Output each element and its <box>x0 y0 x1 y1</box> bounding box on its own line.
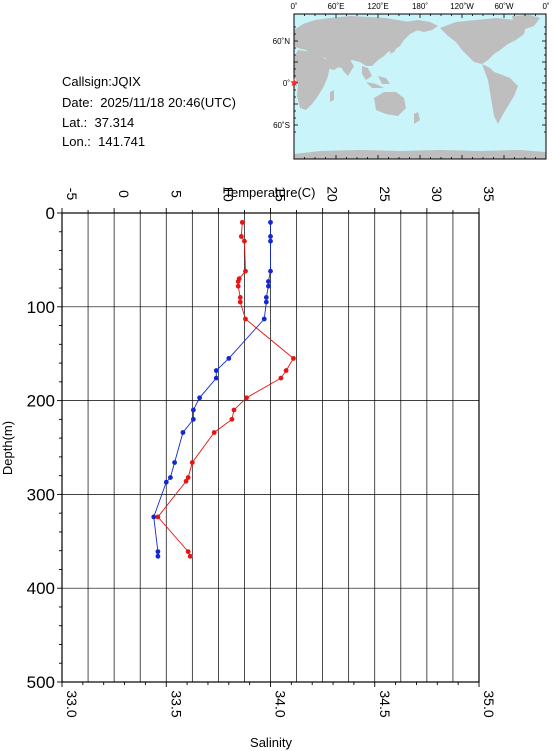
salinity-data-point <box>180 430 186 435</box>
salinity-data-point <box>266 283 271 289</box>
temperature-tick-label: 30 <box>429 186 445 202</box>
temperature-tick-label: 0 <box>116 190 132 198</box>
temperature-data-point <box>187 553 193 559</box>
depth-axis-title: Depth(m) <box>0 421 15 475</box>
temperature-data-point <box>235 279 241 284</box>
map-latitude-tick-label: 0˚ <box>283 79 290 88</box>
map-longitude-tick-label: 180˚ <box>412 2 428 11</box>
salinity-data-point <box>163 479 169 485</box>
depth-tick-label: 300 <box>27 485 55 504</box>
temperature-tick-label: 10 <box>220 186 236 202</box>
salinity-data-point <box>226 355 232 361</box>
longitude-label: Lon.: 141.741 <box>62 134 146 149</box>
map-longitude-tick-label: 60˚W <box>494 2 514 11</box>
temperature-tick-label: 25 <box>377 186 393 202</box>
salinity-data-point <box>268 268 273 274</box>
temperature-profile-line <box>157 222 295 557</box>
salinity-tick-label: 33.0 <box>64 690 80 717</box>
temperature-data-point <box>189 460 195 465</box>
temperature-data-point <box>291 355 296 361</box>
temperature-tick-label: 15 <box>273 186 289 202</box>
depth-tick-label: 200 <box>27 392 55 411</box>
chart-grid <box>62 213 479 682</box>
salinity-data-point <box>155 549 161 555</box>
temperature-tick-label: 5 <box>168 190 184 198</box>
temperature-data-point <box>155 514 161 520</box>
map-longitude-tick-label: 0˚ <box>542 2 549 11</box>
map-latitude-labels: 60˚N 0˚ 60˚S <box>273 37 291 130</box>
salinity-tick-label: 35.0 <box>481 690 497 717</box>
salinity-data-point <box>172 460 177 465</box>
temperature-data-point <box>238 234 244 239</box>
temperature-data-point <box>242 238 247 244</box>
salinity-tick-label: 33.5 <box>168 690 184 717</box>
map-longitude-tick-label: 120˚E <box>367 2 388 11</box>
depth-tick-label: 100 <box>27 298 55 317</box>
depth-tick-label: 400 <box>27 579 55 598</box>
temperature-data-point <box>183 478 189 484</box>
salinity-data-point <box>268 234 273 239</box>
world-map: 0˚ 60˚E 120˚E 180˚ 120˚W 60˚W 0˚ 60˚N 0˚ 60˚S <box>273 2 550 160</box>
salinity-data-point <box>266 279 271 284</box>
star-icon <box>290 78 299 87</box>
temperature-data-point <box>237 299 243 305</box>
map-longitude-labels: 0˚ 60˚E 120˚E 180˚ 120˚W 60˚W 0˚ <box>290 2 549 11</box>
salinity-data-point <box>263 299 269 305</box>
salinity-data-point <box>190 407 196 413</box>
temperature-data-point <box>237 295 243 300</box>
salinity-data-point <box>268 238 273 244</box>
salinity-profile-line <box>153 222 271 557</box>
date-label: Date: 2025/11/18 20:46(UTC) <box>62 95 236 110</box>
salinity-data-point <box>213 375 219 381</box>
axis-labels: -5 0 5 10 15 20 25 30 35 33.0 33.5 34.0 34.5 35.0 0 100… <box>27 186 497 718</box>
data-series <box>151 219 296 559</box>
map-longitude-tick-label: 120˚W <box>450 2 474 11</box>
salinity-data-point <box>155 553 161 559</box>
temperature-data-point <box>231 407 237 413</box>
temperature-data-point <box>235 283 241 289</box>
map-land <box>294 15 546 159</box>
temperature-data-point <box>278 375 284 381</box>
temperature-data-point <box>283 368 289 373</box>
salinity-data-point <box>268 219 273 225</box>
callsign-label: Callsign:JQIX <box>62 74 141 89</box>
depth-tick-label: 500 <box>27 673 55 692</box>
salinity-tick-label: 34.5 <box>377 690 393 717</box>
temperature-data-point <box>185 475 191 480</box>
salinity-data-point <box>263 295 269 300</box>
depth-tick-label: 0 <box>46 204 55 223</box>
temperature-tick-label: 20 <box>325 186 341 202</box>
temperature-data-point <box>244 395 249 401</box>
temperature-tick-label: -5 <box>64 188 80 201</box>
profile-chart: -5 0 5 10 15 20 25 30 35 33.0 33.5 34.0 34.5 35.0 0 100… <box>0 185 497 750</box>
temperature-data-point <box>243 268 248 274</box>
map-longitude-tick-label: 60˚E <box>328 2 345 11</box>
salinity-data-point <box>190 416 196 422</box>
temperature-data-point <box>243 316 248 322</box>
salinity-data-point <box>261 316 267 322</box>
temperature-tick-label: 35 <box>481 186 497 202</box>
temperature-data-point <box>229 416 235 422</box>
map-ticks <box>293 14 547 159</box>
salinity-data-point <box>197 395 203 401</box>
salinity-data-point <box>168 475 173 480</box>
axis-ticks <box>57 208 480 687</box>
salinity-data-point <box>151 514 157 520</box>
temperature-axis-title: Temperature(C) <box>224 185 315 200</box>
map-longitude-tick-label: 0˚ <box>290 2 297 11</box>
temperature-data-point <box>185 549 191 555</box>
map-latitude-tick-label: 60˚N <box>273 37 291 46</box>
salinity-axis-title: Salinity <box>250 735 292 750</box>
salinity-data-point <box>213 368 219 373</box>
temperature-data-point <box>239 219 245 225</box>
latitude-label: Lat.: 37.314 <box>62 115 135 130</box>
map-latitude-tick-label: 60˚S <box>273 121 290 130</box>
temperature-data-point <box>211 430 217 435</box>
salinity-tick-label: 34.0 <box>273 690 289 717</box>
